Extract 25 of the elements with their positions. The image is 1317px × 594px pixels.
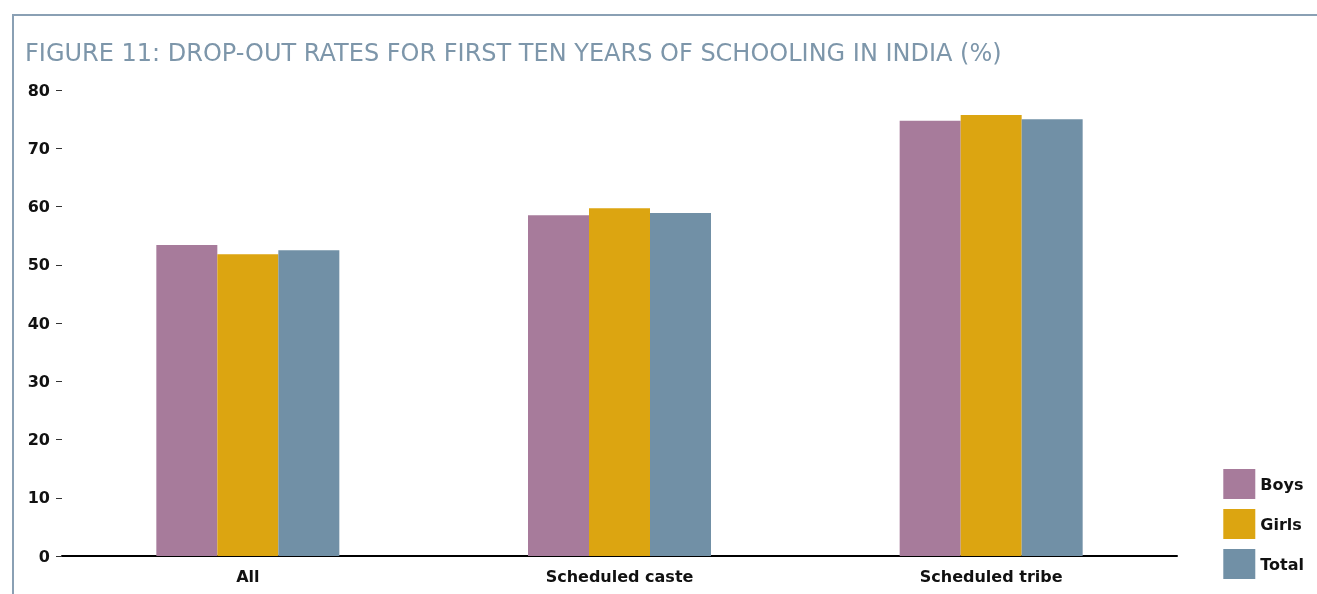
bar bbox=[528, 215, 589, 556]
bar bbox=[156, 244, 218, 556]
y-tick-label: 40 bbox=[27, 313, 50, 333]
x-tick-label: Scheduled caste bbox=[545, 566, 694, 586]
bar bbox=[278, 250, 340, 556]
y-tick-label: 50 bbox=[27, 255, 50, 275]
y-tick-label: 60 bbox=[27, 197, 50, 216]
bar bbox=[960, 115, 1022, 556]
bar bbox=[589, 208, 650, 556]
bar bbox=[899, 120, 961, 556]
legend-label: Girls bbox=[1260, 514, 1302, 534]
bar bbox=[1021, 119, 1083, 556]
bar bbox=[650, 212, 711, 556]
y-tick-label: 80 bbox=[27, 80, 50, 100]
legend-label: Boys bbox=[1260, 474, 1304, 494]
y-tick-label: 20 bbox=[27, 430, 50, 449]
y-tick-label: 30 bbox=[27, 371, 50, 391]
y-tick-label: 0 bbox=[38, 546, 50, 566]
x-tick-label: All bbox=[236, 566, 260, 586]
bar bbox=[217, 254, 279, 556]
y-tick-label: 70 bbox=[27, 138, 50, 158]
x-tick-label: Scheduled tribe bbox=[919, 566, 1063, 586]
y-tick-label: 10 bbox=[27, 488, 50, 508]
legend-label: Total bbox=[1260, 554, 1305, 574]
chart-title: FIGURE 11: DROP-OUT RATES FOR FIRST TEN YEARS OF SCHOOLING IN INDIA (%) bbox=[25, 39, 1002, 67]
